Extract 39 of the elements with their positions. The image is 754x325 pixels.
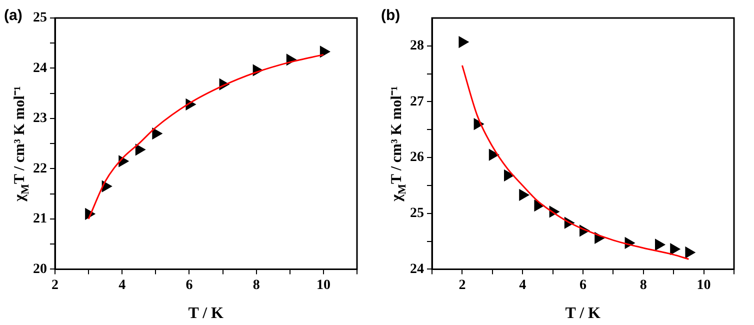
- line-series: [461, 64, 690, 260]
- y-axis-title: χMT / cm³ K mol⁻¹: [12, 86, 32, 202]
- x-tick-label: 4: [519, 278, 526, 294]
- x-tick-label: 2: [52, 278, 58, 294]
- x-tick-label: 2: [458, 278, 466, 294]
- x-tick-label: 10: [316, 278, 330, 294]
- chart-title: (b): [381, 7, 400, 24]
- x-tick-label: 8: [252, 278, 260, 294]
- y-tick-label: 25: [33, 10, 47, 26]
- y-tick-label: 26: [410, 150, 424, 166]
- y-axis-title: χMT / cm³ K mol⁻¹: [389, 86, 408, 202]
- y-tick-label: 21: [33, 212, 47, 227]
- chart-title: (a): [4, 7, 22, 24]
- y-tick-label: 28: [410, 38, 424, 54]
- point: [534, 200, 544, 212]
- y-tick-label: 20: [33, 262, 47, 277]
- point: [655, 238, 665, 250]
- x-axis-title: T / K: [188, 305, 224, 322]
- point: [685, 246, 696, 258]
- x-tick-label: 6: [580, 278, 586, 294]
- y-tick-label: 23: [33, 111, 47, 126]
- point: [504, 170, 514, 182]
- point: [152, 128, 162, 140]
- point: [488, 149, 499, 160]
- x-tick-label: 4: [118, 278, 126, 294]
- y-tick-label: 25: [410, 206, 424, 221]
- y-tick-label: 27: [410, 94, 424, 110]
- x-tick-label: 10: [696, 278, 711, 294]
- point: [670, 243, 680, 255]
- y-tick-label: 22: [33, 161, 47, 176]
- point: [519, 189, 530, 201]
- x-tick-label: 6: [186, 278, 193, 294]
- y-tick-label: 24: [33, 60, 47, 76]
- point: [458, 36, 469, 48]
- point: [320, 46, 330, 58]
- x-axis-title: T / K: [565, 305, 602, 322]
- point: [135, 144, 146, 156]
- x-tick-label: 8: [640, 278, 647, 294]
- y-tick-label: 24: [410, 262, 424, 277]
